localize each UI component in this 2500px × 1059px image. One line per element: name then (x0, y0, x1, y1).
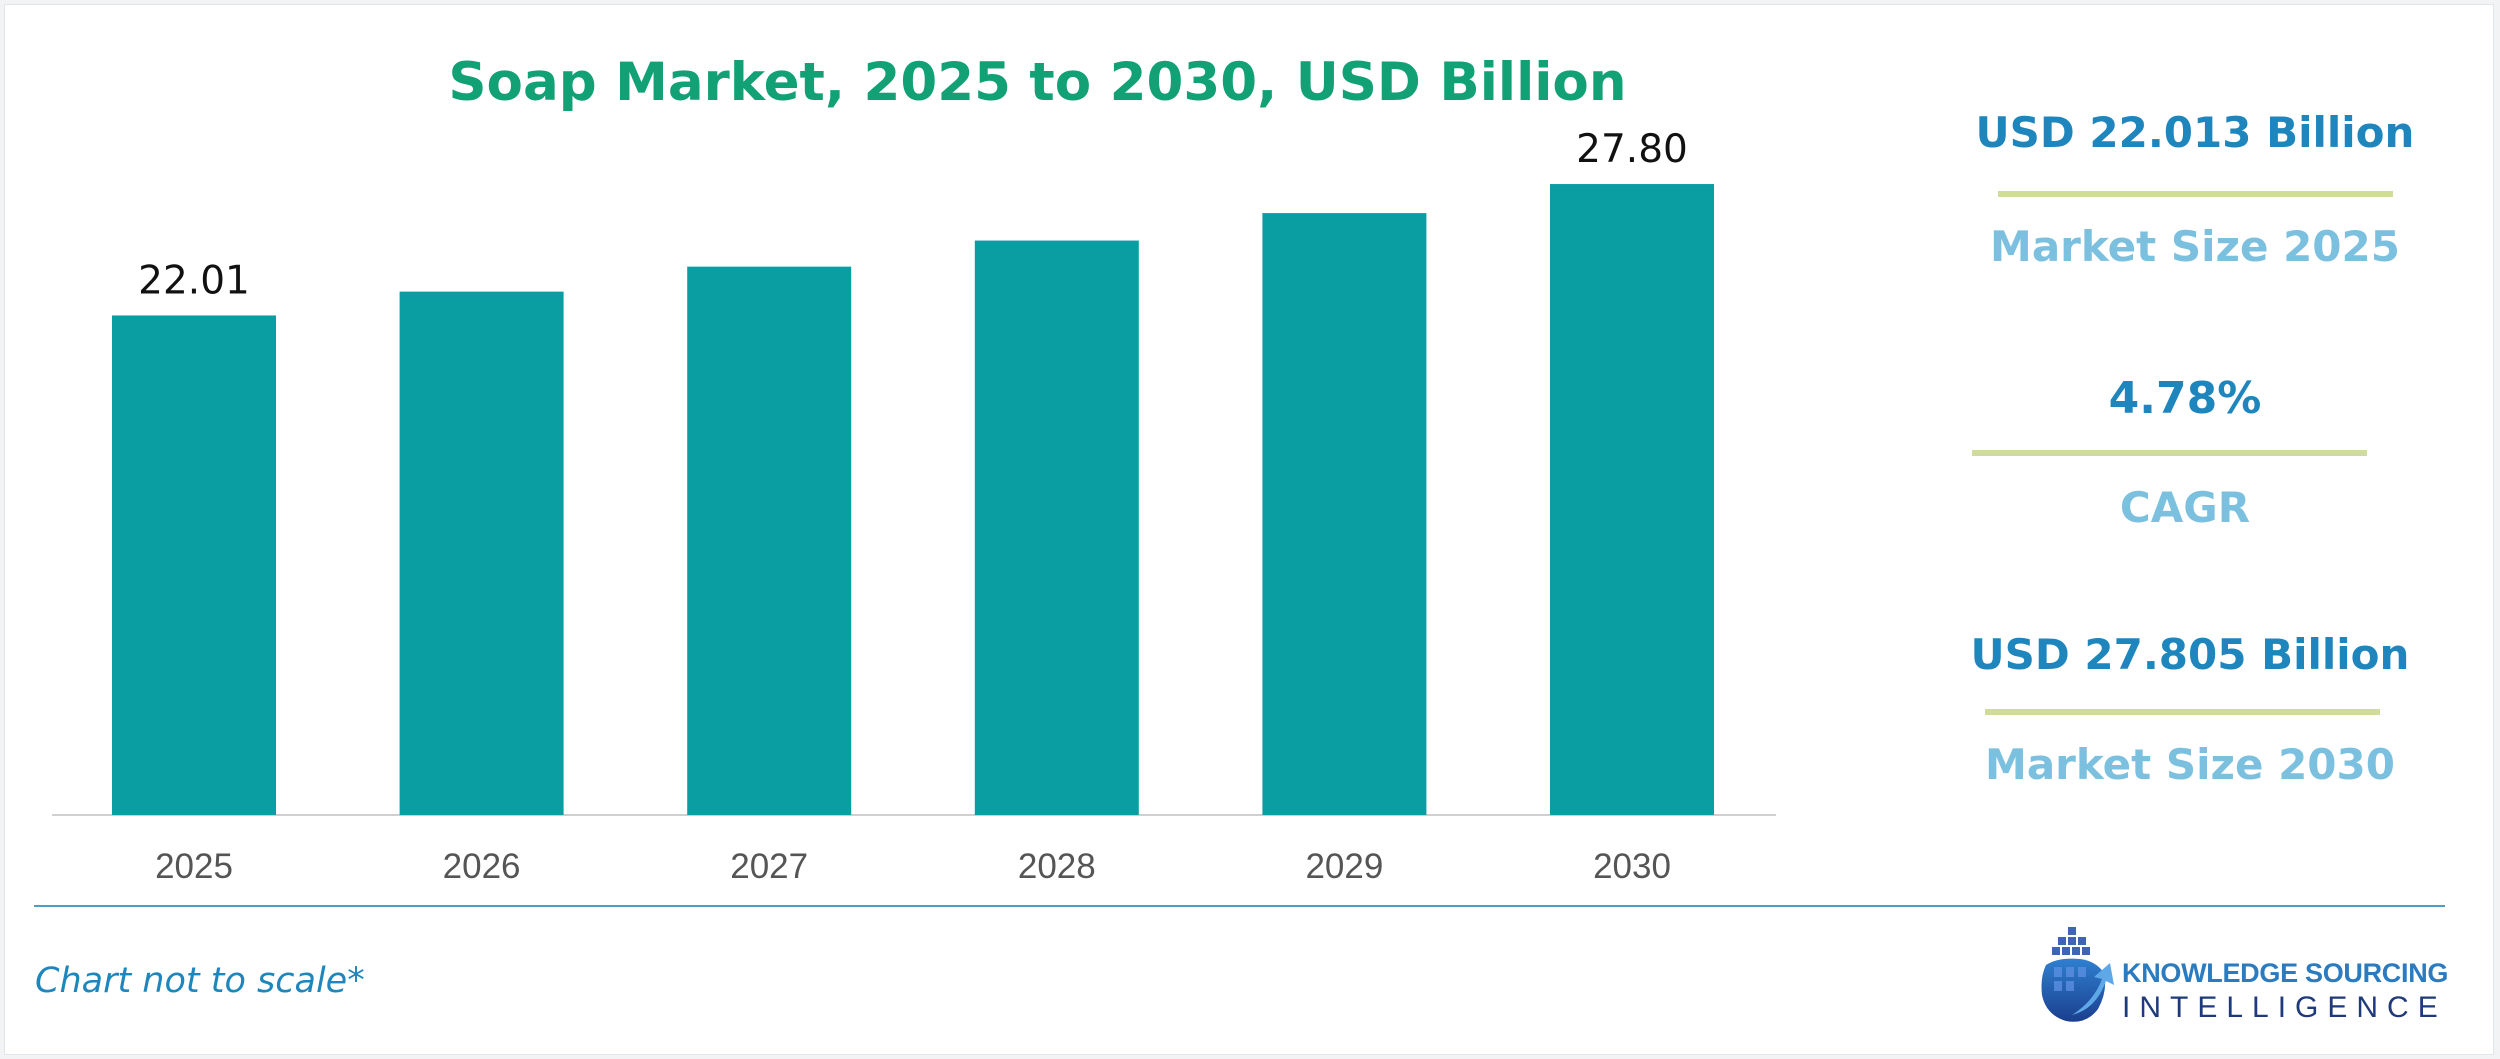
x-tick-label-2026: 2026 (443, 847, 521, 886)
stat-divider (1985, 709, 2380, 715)
x-tick-label-2029: 2029 (1305, 847, 1383, 886)
footer-divider (34, 905, 2445, 907)
stat-caption: Market Size 2030 (1985, 740, 2395, 789)
bar-2025 (112, 315, 276, 815)
stat-caption: CAGR (2119, 483, 2251, 532)
bar-2028 (974, 240, 1139, 816)
x-tick-label-2030: 2030 (1593, 847, 1671, 886)
footnote: Chart not to scale* (35, 961, 365, 1001)
stat-value: USD 27.805 Billion (1970, 630, 2410, 679)
stat-caption: Market Size 2025 (1990, 222, 2400, 271)
x-tick-label-2027: 2027 (730, 847, 808, 886)
stat-market-size-2030: USD 27.805 Billion Market Size 2030 (1880, 627, 2500, 793)
bar-2029 (1262, 213, 1427, 815)
x-tick-label-2025: 2025 (155, 847, 233, 886)
x-tick-label-2028: 2028 (1018, 847, 1096, 886)
bar-2027 (687, 266, 852, 815)
stat-cagr: 4.78% CAGR (1885, 371, 2485, 536)
stat-value: USD 22.013 Billion (1975, 108, 2415, 157)
stat-value: 4.78% (2108, 373, 2262, 424)
stat-market-size-2025: USD 22.013 Billion Market Size 2025 (1880, 105, 2500, 275)
logo-mark-icon (2041, 927, 2114, 1022)
bar-chart: 22.01 2025 2026 2027 2028 2029 27.80 2030 (52, 127, 1776, 886)
stat-divider (1998, 191, 2393, 197)
bar-2030 (1550, 184, 1714, 815)
company-logo: KNOWLEDGE SOURCING INTELLIGENCE (2038, 917, 2458, 1029)
logo-text-line1: KNOWLEDGE SOURCING (2122, 958, 2449, 988)
bar-2026 (399, 291, 564, 815)
chart-title: Soap Market, 2025 to 2030, USD Billion (448, 52, 1627, 113)
stat-divider (1972, 450, 2367, 456)
logo-text-line2: INTELLIGENCE (2122, 991, 2447, 1024)
data-label-2025: 22.01 (138, 258, 250, 303)
data-label-2030: 27.80 (1576, 127, 1688, 172)
